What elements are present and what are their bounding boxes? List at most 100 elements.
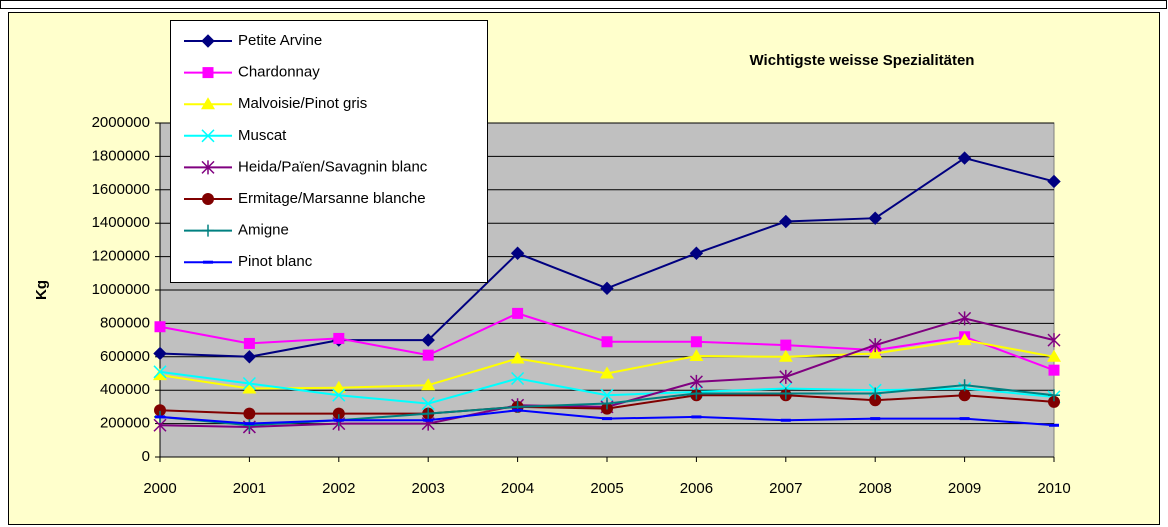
x-tick-label: 2001 <box>233 480 266 497</box>
marker-shape <box>510 246 525 260</box>
marker <box>201 97 215 110</box>
x-tick-label: 2000 <box>143 480 176 497</box>
legend-label: Petite Arvine <box>238 32 322 49</box>
marker-shape <box>421 378 436 391</box>
marker-shape <box>202 193 214 205</box>
marker <box>958 389 971 402</box>
marker <box>1048 364 1060 376</box>
marker-shape <box>869 387 882 400</box>
marker-shape <box>958 389 971 402</box>
marker-shape <box>1048 389 1060 402</box>
marker-shape <box>779 369 793 384</box>
marker <box>958 311 972 326</box>
marker-shape <box>422 407 435 420</box>
x-tick-label: 2006 <box>680 480 713 497</box>
marker <box>202 67 214 79</box>
marker <box>690 336 702 348</box>
marker <box>202 224 214 237</box>
marker-shape <box>333 332 345 344</box>
marker <box>957 333 972 346</box>
marker-shape <box>331 380 346 393</box>
marker <box>242 381 257 394</box>
marker-shape <box>201 129 215 143</box>
y-tick-label: 0 <box>142 448 150 465</box>
marker <box>1048 389 1060 402</box>
marker-shape <box>202 224 214 237</box>
legend-label: Malvoisie/Pinot gris <box>238 95 367 112</box>
marker-shape <box>153 346 167 361</box>
marker-shape <box>600 388 614 402</box>
y-tick-label: 600000 <box>100 348 150 365</box>
marker <box>1047 174 1061 189</box>
marker-shape <box>868 346 883 359</box>
marker-shape <box>869 394 882 407</box>
marker <box>780 339 792 351</box>
marker-shape <box>600 281 614 296</box>
marker <box>242 376 256 391</box>
marker <box>600 388 614 402</box>
marker <box>690 387 703 400</box>
marker-shape <box>1048 364 1060 376</box>
marker <box>868 346 883 359</box>
marker <box>601 397 613 410</box>
marker <box>243 337 255 349</box>
legend-label: Amigne <box>238 222 289 239</box>
marker <box>779 369 793 384</box>
y-tick-label: 1800000 <box>92 147 150 164</box>
marker <box>957 151 972 165</box>
marker <box>868 211 882 225</box>
x-tick-label: 2004 <box>501 480 534 497</box>
x-tick-label: 2010 <box>1037 480 1070 497</box>
x-tick-label: 2005 <box>590 480 623 497</box>
marker-shape <box>243 407 256 420</box>
marker-shape <box>1048 395 1060 408</box>
x-tick-label: 2008 <box>859 480 892 497</box>
marker-shape <box>154 404 166 417</box>
marker <box>333 332 345 344</box>
legend-label: Ermitage/Marsanne blanche <box>238 190 426 207</box>
marker-shape <box>1047 174 1061 189</box>
marker-shape <box>332 407 345 420</box>
marker <box>332 407 345 420</box>
marker-shape <box>868 211 882 225</box>
chart-title: Wichtigste weisse Spezialitäten <box>750 52 975 69</box>
marker <box>958 379 971 392</box>
marker <box>201 34 215 48</box>
y-tick-label: 800000 <box>100 314 150 331</box>
legend-box <box>170 20 488 283</box>
marker <box>243 419 256 432</box>
marker-shape <box>511 371 525 386</box>
marker <box>512 307 524 319</box>
legend-label: Pinot blanc <box>238 253 313 270</box>
marker <box>689 374 703 389</box>
marker <box>331 380 346 393</box>
marker-shape <box>600 366 614 379</box>
marker-shape <box>243 337 255 349</box>
marker-shape <box>601 397 613 410</box>
x-tick-label: 2009 <box>948 480 981 497</box>
marker-shape <box>421 333 435 347</box>
marker <box>332 388 346 402</box>
marker <box>243 407 256 420</box>
marker-shape <box>422 349 434 361</box>
y-tick-label: 1000000 <box>92 281 150 298</box>
marker-shape <box>779 387 792 400</box>
legend-label: Heida/Païen/Savagnin blanc <box>238 158 428 175</box>
marker <box>511 371 525 386</box>
marker-shape <box>332 388 346 402</box>
legend-label: Chardonnay <box>238 64 320 81</box>
marker <box>201 160 215 175</box>
marker <box>1047 349 1061 362</box>
y-axis-label: Kg <box>33 280 50 300</box>
marker-shape <box>689 246 704 260</box>
marker-shape <box>958 379 971 392</box>
marker-shape <box>510 351 525 364</box>
marker <box>1047 333 1061 348</box>
marker <box>869 387 882 400</box>
marker-shape <box>689 348 704 361</box>
marker-shape <box>958 311 972 326</box>
y-tick-label: 400000 <box>100 381 150 398</box>
y-tick-label: 1200000 <box>92 248 150 265</box>
legend-label: Muscat <box>238 127 287 144</box>
